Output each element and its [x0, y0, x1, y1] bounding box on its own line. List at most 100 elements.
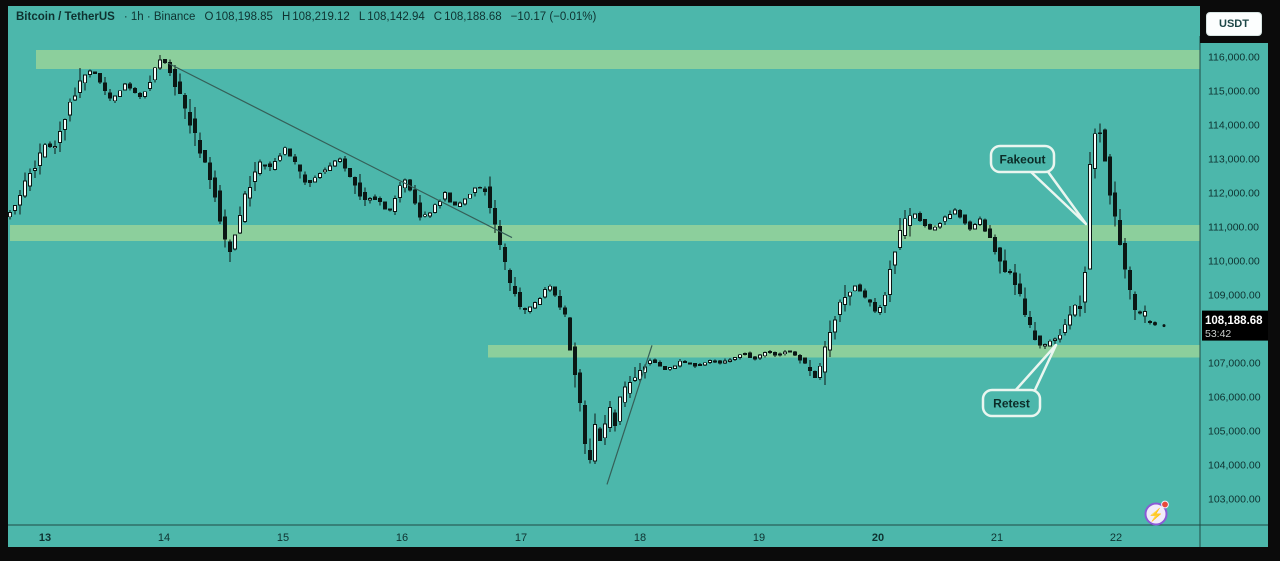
candlestick [322, 169, 328, 173]
candlestick [927, 223, 933, 230]
candlestick [377, 197, 383, 203]
candlestick [877, 307, 883, 313]
candlestick [842, 297, 848, 306]
price-tick-label: 110,000.00 [1208, 256, 1260, 268]
retest-callout-bubble [981, 388, 1042, 418]
candlestick [37, 152, 43, 167]
candlestick [617, 396, 623, 422]
price-tick-label: 106,000.00 [1208, 392, 1261, 404]
candlestick [682, 361, 688, 364]
axes [8, 36, 1268, 547]
candlestick [367, 198, 373, 201]
candlestick [232, 234, 238, 250]
candlestick [62, 118, 68, 130]
candlestick [292, 156, 298, 162]
symbol-detail: · 1h · Binance [123, 11, 196, 23]
fakeout-callout-bubble [989, 144, 1056, 174]
candlestick [337, 158, 343, 163]
candlestick [827, 332, 833, 351]
candlestick [1107, 156, 1113, 196]
candlestick [287, 148, 293, 157]
candlestick [892, 251, 898, 266]
price-tick-label: 113,000.00 [1208, 154, 1260, 166]
candlestick [77, 80, 83, 93]
candlestick [432, 204, 438, 213]
candlestick [257, 161, 263, 174]
candlestick [662, 365, 668, 371]
candlestick [912, 213, 918, 219]
chart-panel: Bitcoin / TetherUS · 1h · Binance O 108,1… [8, 6, 1268, 547]
candlestick [252, 171, 258, 182]
candlestick [1102, 129, 1108, 162]
candlestick [637, 369, 643, 380]
candlestick [442, 192, 448, 200]
candlestick [607, 407, 613, 428]
chart-canvas[interactable]: 116,000.00 115,000.00 114,000.00 113,000.00… [8, 6, 1268, 547]
fakeout-label: Fakeout [999, 153, 1045, 167]
candlestick [727, 359, 733, 362]
last-price-tag-bg [1202, 310, 1268, 341]
candlestick [627, 382, 633, 394]
candlestick [182, 94, 188, 109]
candlestick-series [8, 54, 1153, 465]
candlestick [897, 230, 903, 248]
candlestick [217, 190, 223, 222]
candlestick [562, 307, 568, 315]
candlestick [537, 298, 543, 305]
zone-rect [36, 50, 1200, 69]
candlestick [8, 212, 13, 218]
last-price-dot [1153, 321, 1157, 326]
candlestick [942, 216, 948, 222]
price-tick-label: 107,000.00 [1208, 358, 1261, 370]
candlestick [542, 288, 548, 298]
trendlines[interactable] [167, 62, 653, 485]
candlestick [512, 286, 518, 295]
axis-corner: USDT [1200, 6, 1268, 43]
candlestick [282, 147, 288, 155]
candlestick [752, 356, 758, 360]
candlestick [817, 365, 823, 378]
price-axis-labels[interactable]: 116,000.00 115,000.00 114,000.00 113,000.00… [1208, 52, 1261, 506]
candlestick [972, 224, 978, 230]
candlestick [1127, 270, 1133, 291]
candlestick [1012, 272, 1018, 285]
candlestick [1022, 298, 1028, 315]
candlestick [597, 428, 603, 441]
candlestick [947, 213, 953, 219]
candlestick [277, 155, 283, 161]
candlestick [302, 174, 308, 183]
candlestick [532, 302, 538, 309]
candlestick [552, 286, 558, 296]
candlestick [767, 350, 773, 354]
candlestick [482, 188, 488, 192]
candlestick [737, 354, 743, 359]
ohlc-close: C 108,188.68 [433, 11, 502, 23]
bar-countdown: 53:42 [1205, 328, 1231, 340]
candlestick [92, 71, 98, 74]
candlestick [422, 214, 428, 217]
zone-rect [488, 344, 1200, 358]
candlestick [242, 193, 248, 223]
candlestick [922, 218, 928, 226]
candlestick [227, 241, 233, 253]
retest-label: Retest [993, 397, 1030, 411]
candlestick [1002, 260, 1008, 272]
candlestick [222, 216, 228, 240]
candlestick [167, 61, 173, 74]
candlestick [632, 377, 638, 381]
currency-toggle-button[interactable]: USDT [1206, 12, 1262, 36]
candlestick [1072, 304, 1078, 316]
retest-annotation[interactable]: Retest [981, 343, 1058, 418]
candlestick [1052, 338, 1058, 341]
candlestick [372, 196, 378, 200]
candlestick [717, 360, 723, 364]
candlestick [932, 226, 938, 231]
candlestick [802, 357, 808, 364]
time-axis-labels[interactable]: 13 14 15 16 17 18 19 20 21 22 [39, 532, 1122, 544]
candlestick [392, 198, 398, 213]
candlestick [977, 218, 983, 225]
fakeout-annotation[interactable]: Fakeout [989, 144, 1088, 226]
last-price-dot-small [1162, 324, 1166, 328]
publisher-logo[interactable]: ⚡ [1144, 500, 1169, 526]
candlestick [112, 95, 118, 102]
